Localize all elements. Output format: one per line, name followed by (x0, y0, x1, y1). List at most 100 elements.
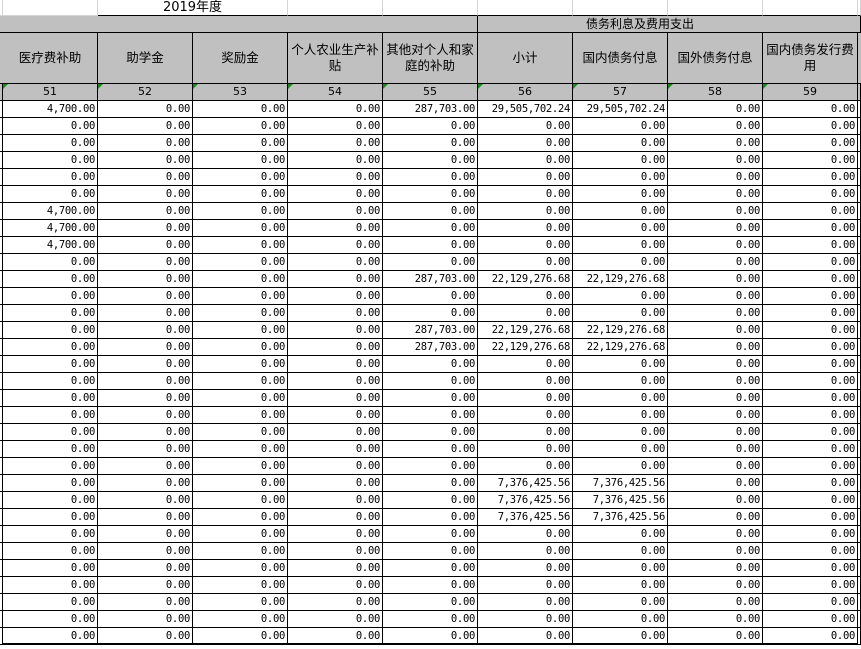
column-number[interactable]: 51 (3, 84, 98, 101)
data-cell[interactable]: 0.00 (383, 305, 478, 322)
data-cell[interactable]: 0.00 (573, 118, 668, 135)
data-cell[interactable]: 0.00 (193, 203, 288, 220)
data-cell[interactable]: 0.00 (668, 628, 763, 645)
data-cell[interactable]: 0.00 (3, 373, 98, 390)
data-cell[interactable]: 0.00 (3, 322, 98, 339)
data-cell[interactable]: 0.00 (478, 220, 573, 237)
data-cell[interactable]: 0.00 (98, 220, 193, 237)
data-cell[interactable]: 22,129,276.68 (573, 322, 668, 339)
column-header[interactable]: 国外债务付息 (668, 33, 763, 84)
data-cell[interactable]: 0.00 (288, 237, 383, 254)
data-cell[interactable]: 0.00 (383, 288, 478, 305)
data-cell[interactable]: 0.00 (193, 186, 288, 203)
data-cell[interactable]: 0.00 (98, 356, 193, 373)
cell[interactable] (763, 0, 858, 16)
data-cell[interactable]: 0.00 (98, 628, 193, 645)
data-cell[interactable]: 0.00 (288, 458, 383, 475)
data-cell[interactable]: 0.00 (763, 628, 858, 645)
data-cell[interactable]: 0.00 (668, 237, 763, 254)
data-cell[interactable]: 0.00 (288, 577, 383, 594)
data-cell[interactable]: 0.00 (98, 152, 193, 169)
data-cell[interactable]: 287,703.00 (383, 339, 478, 356)
data-cell[interactable]: 0.00 (193, 305, 288, 322)
cell[interactable] (478, 0, 573, 16)
cell[interactable] (288, 0, 383, 16)
data-cell[interactable]: 0.00 (193, 611, 288, 628)
data-cell[interactable]: 0.00 (98, 373, 193, 390)
data-cell[interactable]: 0.00 (193, 475, 288, 492)
data-cell[interactable]: 0.00 (98, 254, 193, 271)
data-cell[interactable]: 0.00 (668, 322, 763, 339)
data-cell[interactable]: 0.00 (763, 339, 858, 356)
data-cell[interactable]: 0.00 (383, 594, 478, 611)
data-cell[interactable]: 0.00 (3, 577, 98, 594)
data-cell[interactable]: 0.00 (193, 254, 288, 271)
data-cell[interactable]: 0.00 (763, 611, 858, 628)
data-cell[interactable]: 0.00 (668, 339, 763, 356)
data-cell[interactable]: 0.00 (573, 526, 668, 543)
data-cell[interactable]: 0.00 (573, 203, 668, 220)
data-cell[interactable]: 0.00 (668, 458, 763, 475)
column-number[interactable]: 53 (193, 84, 288, 101)
data-cell[interactable]: 287,703.00 (383, 101, 478, 118)
data-cell[interactable]: 0.00 (573, 152, 668, 169)
column-number[interactable]: 56 (478, 84, 573, 101)
data-cell[interactable]: 0.00 (193, 271, 288, 288)
data-cell[interactable]: 0.00 (383, 577, 478, 594)
data-cell[interactable]: 0.00 (573, 577, 668, 594)
data-cell[interactable]: 0.00 (3, 305, 98, 322)
data-cell[interactable]: 4,700.00 (3, 203, 98, 220)
data-cell[interactable]: 0.00 (98, 169, 193, 186)
data-cell[interactable]: 0.00 (288, 628, 383, 645)
data-cell[interactable]: 0.00 (573, 373, 668, 390)
data-cell[interactable]: 0.00 (478, 152, 573, 169)
data-cell[interactable]: 0.00 (3, 475, 98, 492)
data-cell[interactable]: 0.00 (98, 407, 193, 424)
data-cell[interactable]: 0.00 (478, 186, 573, 203)
data-cell[interactable]: 0.00 (193, 390, 288, 407)
data-cell[interactable]: 0.00 (193, 237, 288, 254)
data-cell[interactable]: 0.00 (763, 135, 858, 152)
data-cell[interactable]: 0.00 (193, 577, 288, 594)
data-cell[interactable]: 0.00 (668, 288, 763, 305)
data-cell[interactable]: 0.00 (668, 594, 763, 611)
data-cell[interactable]: 0.00 (573, 390, 668, 407)
data-cell[interactable]: 0.00 (98, 118, 193, 135)
data-cell[interactable]: 0.00 (383, 356, 478, 373)
data-cell[interactable]: 0.00 (573, 424, 668, 441)
data-cell[interactable]: 0.00 (288, 339, 383, 356)
data-cell[interactable]: 0.00 (573, 288, 668, 305)
data-cell[interactable]: 0.00 (98, 475, 193, 492)
data-cell[interactable]: 0.00 (3, 492, 98, 509)
data-cell[interactable]: 0.00 (478, 237, 573, 254)
data-cell[interactable]: 0.00 (193, 101, 288, 118)
data-cell[interactable]: 0.00 (288, 424, 383, 441)
data-cell[interactable]: 0.00 (98, 271, 193, 288)
data-cell[interactable]: 0.00 (573, 186, 668, 203)
data-cell[interactable]: 0.00 (98, 441, 193, 458)
data-cell[interactable]: 0.00 (288, 254, 383, 271)
data-cell[interactable]: 0.00 (193, 288, 288, 305)
data-cell[interactable]: 0.00 (288, 509, 383, 526)
data-cell[interactable]: 0.00 (763, 526, 858, 543)
data-cell[interactable]: 287,703.00 (383, 271, 478, 288)
data-cell[interactable]: 0.00 (383, 186, 478, 203)
data-cell[interactable]: 0.00 (288, 288, 383, 305)
data-cell[interactable]: 0.00 (763, 254, 858, 271)
data-cell[interactable]: 0.00 (193, 169, 288, 186)
data-cell[interactable]: 0.00 (98, 543, 193, 560)
data-cell[interactable]: 0.00 (573, 220, 668, 237)
data-cell[interactable]: 0.00 (3, 339, 98, 356)
data-cell[interactable]: 0.00 (763, 152, 858, 169)
column-header[interactable]: 其他对个人和家庭的补助 (383, 33, 478, 84)
data-cell[interactable]: 0.00 (288, 560, 383, 577)
data-cell[interactable]: 0.00 (573, 560, 668, 577)
data-cell[interactable]: 0.00 (573, 254, 668, 271)
data-cell[interactable]: 0.00 (193, 373, 288, 390)
data-cell[interactable]: 0.00 (3, 424, 98, 441)
data-cell[interactable]: 0.00 (383, 560, 478, 577)
data-cell[interactable]: 0.00 (193, 509, 288, 526)
data-cell[interactable]: 0.00 (478, 611, 573, 628)
data-cell[interactable]: 0.00 (383, 254, 478, 271)
data-cell[interactable]: 0.00 (383, 390, 478, 407)
